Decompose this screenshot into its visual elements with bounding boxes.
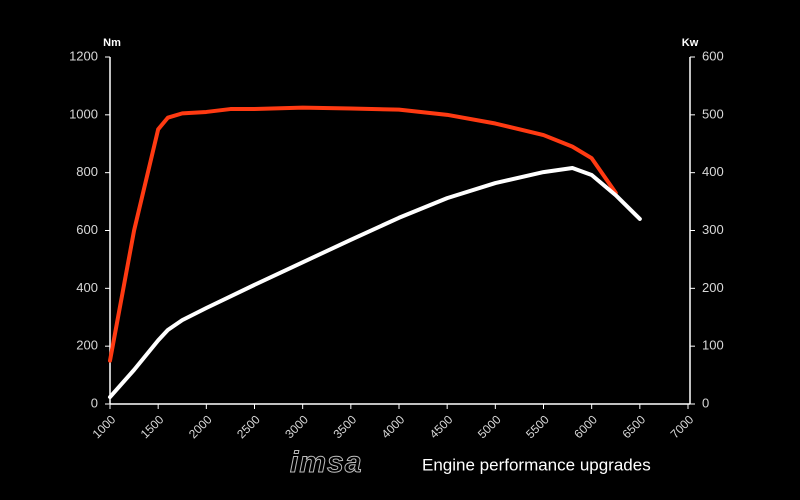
- y-tick-label: 400: [76, 280, 98, 295]
- y2-tick-label: 200: [702, 280, 724, 295]
- y-tick-label: 600: [76, 222, 98, 237]
- y-tick-label: 200: [76, 338, 98, 353]
- y2-axis-label: Kw: [682, 37, 699, 49]
- y2-tick-label: 400: [702, 164, 724, 179]
- y-axis-label: Nm: [103, 37, 121, 49]
- y2-tick-label: 500: [702, 106, 724, 121]
- y2-tick-label: 0: [702, 395, 709, 410]
- y2-tick-label: 600: [702, 48, 724, 63]
- y-tick-label: 0: [91, 395, 98, 410]
- series-line: [108, 105, 618, 363]
- y2-tick-label: 300: [702, 222, 724, 237]
- y2-tick-label: 100: [702, 338, 724, 353]
- y-tick-label: 1000: [69, 106, 98, 121]
- y-tick-label: 800: [76, 164, 98, 179]
- logo: imsa: [290, 446, 362, 479]
- y-tick-label: 1200: [69, 48, 98, 63]
- caption: Engine performance upgrades: [422, 455, 651, 474]
- series-line: [108, 166, 642, 400]
